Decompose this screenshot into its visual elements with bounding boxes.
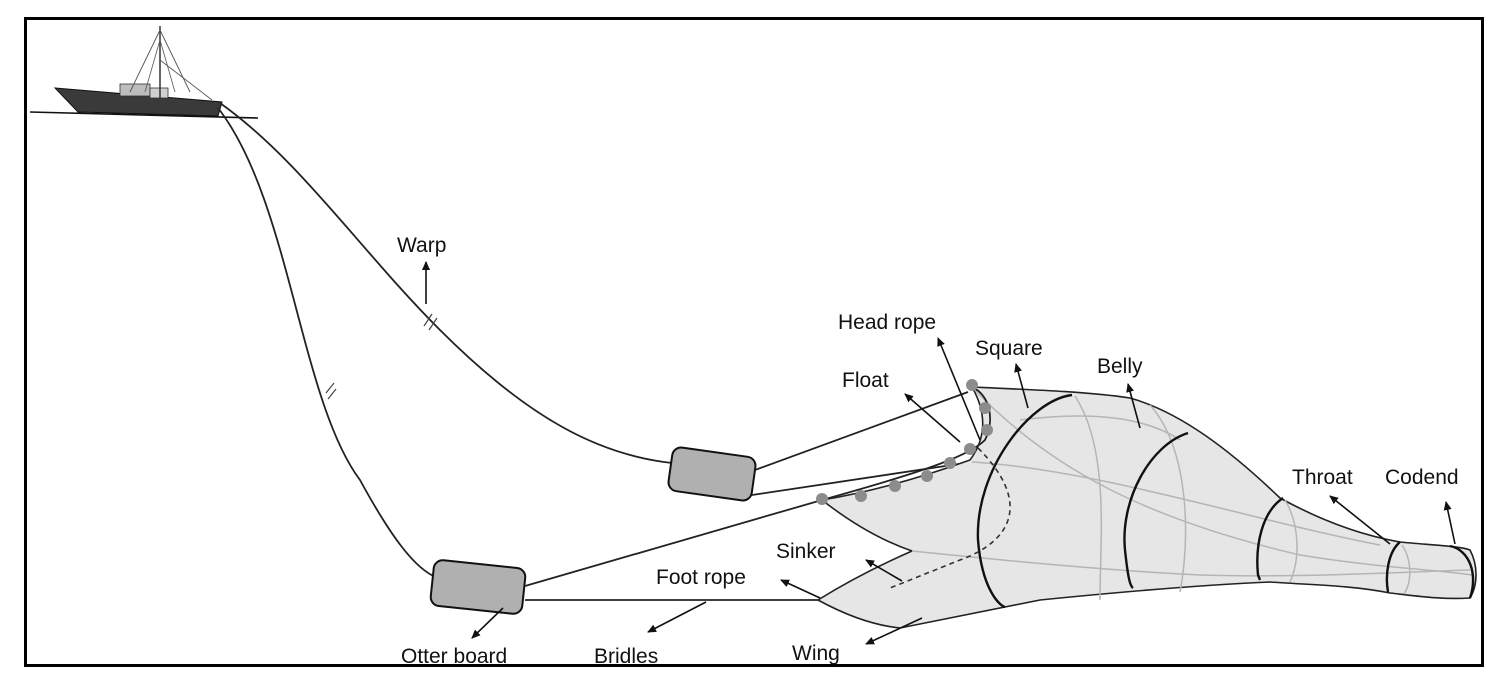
net-mesh-line	[1149, 404, 1187, 593]
label-warp: Warp	[397, 234, 446, 257]
bridle-lower-a	[524, 499, 823, 587]
throat-arrow	[1329, 495, 1391, 545]
net-ring-square	[976, 393, 1073, 609]
warp-lower	[217, 107, 439, 579]
sinker-arrow	[865, 559, 903, 582]
net-ring-codend	[1385, 541, 1401, 593]
codend-arrow	[1443, 501, 1456, 545]
label-belly: Belly	[1097, 355, 1143, 378]
label-foot-rope: Foot rope	[656, 566, 746, 589]
label-bridles: Bridles	[594, 645, 658, 668]
warp-break-mark	[428, 317, 438, 331]
floats	[816, 379, 993, 505]
bridles-arrow	[647, 601, 707, 633]
float-icon	[944, 457, 956, 469]
otter-board-arrow	[471, 607, 504, 639]
belly-arrow	[1126, 383, 1141, 429]
otter-board-upper	[667, 446, 757, 502]
label-throat: Throat	[1292, 466, 1353, 489]
warp-break-mark	[423, 313, 433, 327]
sinker-dashed-line	[889, 447, 1011, 589]
trawler-ship-icon	[53, 26, 223, 117]
float-icon	[855, 490, 867, 502]
sea-surface-line	[29, 111, 259, 119]
net-mesh-line	[1401, 544, 1411, 595]
label-square: Square	[975, 337, 1043, 360]
otter-board-lower	[429, 559, 527, 615]
float-icon	[979, 402, 991, 414]
warp-break-mark	[327, 388, 337, 400]
label-head-rope: Head rope	[838, 311, 936, 334]
trawl-net-body	[816, 386, 1477, 629]
foot-rope-arrow	[780, 579, 821, 599]
net-mesh-line	[971, 461, 1381, 546]
warp-break-mark	[325, 382, 335, 394]
float-icon	[981, 424, 993, 436]
float-icon	[921, 470, 933, 482]
net-mesh-line	[1284, 499, 1298, 583]
label-wing: Wing	[792, 642, 840, 665]
float-arrow	[904, 393, 961, 443]
net-mesh-line	[971, 386, 1473, 576]
net-codend-end	[1449, 544, 1475, 599]
net-ring-throat	[1256, 497, 1284, 581]
label-float: Float	[842, 369, 889, 392]
float-icon	[966, 379, 978, 391]
label-sinker: Sinker	[776, 540, 836, 563]
float-icon	[889, 480, 901, 492]
float-icon	[964, 443, 976, 455]
head-rope-arrow	[937, 337, 981, 441]
bridle-upper-b	[751, 461, 973, 496]
float-icon	[816, 493, 828, 505]
net-mesh-line	[911, 550, 1471, 577]
net-mesh-line	[1074, 395, 1103, 601]
wing-arrow	[865, 617, 923, 645]
warp-upper	[219, 102, 673, 464]
square-arrow	[1014, 363, 1029, 409]
label-otter-board: Otter board	[401, 645, 507, 668]
label-codend: Codend	[1385, 466, 1459, 489]
bridle-upper-a	[754, 391, 969, 471]
net-ring-belly	[1123, 431, 1189, 589]
